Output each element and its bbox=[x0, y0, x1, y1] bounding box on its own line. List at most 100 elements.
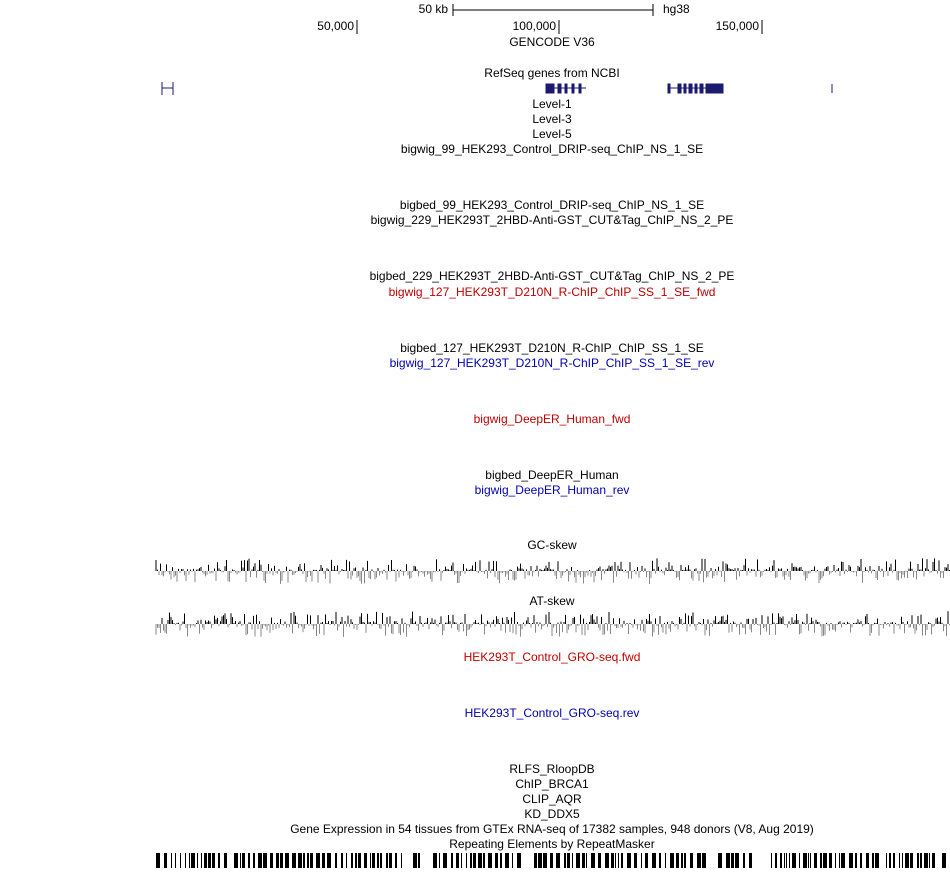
track-label: HEK293T_Control_GRO-seq.fwd bbox=[464, 650, 641, 664]
repeat-element bbox=[224, 853, 227, 868]
repeat-element bbox=[258, 853, 262, 868]
track-label: AT-skew bbox=[529, 594, 574, 608]
repeat-element bbox=[240, 853, 241, 868]
repeat-element bbox=[814, 853, 817, 868]
repeat-element bbox=[538, 853, 542, 868]
track-label: bigwig_229_HEK293T_2HBD-Anti-GST_CUT&Tag… bbox=[371, 213, 734, 227]
repeat-element bbox=[681, 853, 683, 868]
repeat-element bbox=[820, 853, 822, 868]
repeat-element bbox=[191, 853, 195, 868]
repeat-element bbox=[364, 853, 367, 868]
repeat-element bbox=[829, 853, 832, 868]
repeat-element bbox=[627, 853, 631, 868]
repeat-element bbox=[618, 853, 619, 868]
repeat-element bbox=[652, 853, 656, 868]
repeat-element bbox=[690, 853, 693, 868]
repeat-element bbox=[808, 853, 809, 868]
repeat-element bbox=[771, 853, 772, 868]
repeat-element bbox=[500, 853, 502, 868]
repeat-element bbox=[253, 853, 255, 868]
repeat-element bbox=[659, 853, 661, 868]
repeat-element bbox=[564, 853, 566, 868]
repeat-element bbox=[443, 853, 447, 868]
repeat-element bbox=[395, 853, 397, 868]
repeat-element bbox=[855, 853, 857, 868]
repeat-element bbox=[924, 853, 928, 868]
repeat-element bbox=[389, 853, 392, 868]
ruler-position: 150,000 bbox=[716, 19, 760, 33]
repeat-element bbox=[942, 853, 946, 868]
track-label: RefSeq genes from NCBI bbox=[484, 66, 619, 80]
repeat-element bbox=[201, 853, 202, 868]
repeat-element bbox=[534, 853, 537, 868]
repeat-element bbox=[263, 853, 267, 868]
track-label: Gene Expression in 54 tissues from GTEx … bbox=[290, 822, 814, 836]
repeat-element bbox=[823, 853, 827, 868]
repeat-element bbox=[899, 853, 900, 868]
repeat-element bbox=[285, 853, 289, 868]
repeat-element bbox=[276, 853, 279, 868]
repeat-element bbox=[799, 853, 800, 868]
repeat-element bbox=[875, 853, 879, 868]
repeat-element bbox=[189, 853, 190, 868]
repeat-element bbox=[839, 853, 840, 868]
repeat-element bbox=[242, 853, 245, 868]
repeat-element bbox=[780, 853, 782, 868]
track-label: bigbed_DeepER_Human bbox=[485, 468, 618, 482]
repeat-element bbox=[248, 853, 250, 868]
repeat-element bbox=[731, 853, 734, 868]
repeat-element bbox=[803, 853, 807, 868]
repeat-element bbox=[743, 853, 745, 868]
repeat-element bbox=[786, 853, 787, 868]
repeat-element bbox=[775, 853, 777, 868]
repeat-element bbox=[591, 853, 595, 868]
repeat-element bbox=[789, 853, 790, 868]
repeat-element bbox=[572, 853, 573, 868]
assembly: hg38 bbox=[663, 2, 690, 16]
ruler-position: 50,000 bbox=[317, 19, 354, 33]
repeat-element bbox=[517, 853, 521, 868]
repeat-element bbox=[156, 853, 160, 868]
repeat-element bbox=[483, 853, 485, 868]
repeat-element bbox=[401, 853, 402, 868]
track-label: bigwig_DeepER_Human_rev bbox=[475, 483, 630, 497]
repeat-element bbox=[413, 853, 417, 868]
track-label: ChIP_BRCA1 bbox=[515, 777, 589, 791]
track-label: Level-1 bbox=[532, 97, 572, 111]
repeat-element bbox=[341, 853, 343, 868]
repeat-element bbox=[670, 853, 674, 868]
repeat-element bbox=[418, 853, 420, 868]
repeat-element bbox=[634, 853, 637, 868]
repeat-element bbox=[358, 853, 361, 868]
repeat-element bbox=[473, 853, 476, 868]
repeat-element bbox=[866, 853, 869, 868]
exon bbox=[578, 83, 582, 94]
repeat-element bbox=[433, 853, 437, 868]
repeat-element bbox=[889, 853, 891, 868]
repeat-element bbox=[697, 853, 701, 868]
repeat-element bbox=[641, 853, 642, 868]
track-label: KD_DDX5 bbox=[524, 807, 580, 821]
track-label: HEK293T_Control_GRO-seq.rev bbox=[465, 706, 640, 720]
repeat-element bbox=[849, 853, 853, 868]
repeat-element bbox=[456, 853, 459, 868]
repeat-element bbox=[386, 853, 388, 868]
repeat-element bbox=[355, 853, 357, 868]
repeat-element bbox=[351, 853, 353, 868]
repeat-element bbox=[684, 853, 686, 868]
track-label: RLFS_RloopDB bbox=[509, 762, 594, 776]
repeat-element bbox=[488, 853, 492, 868]
repeat-element bbox=[370, 853, 371, 868]
track-label: bigbed_99_HEK293_Control_DRIP-seq_ChIP_N… bbox=[400, 198, 704, 212]
track-label: Level-3 bbox=[532, 112, 572, 126]
track-label: bigwig_127_HEK293T_D210N_R-ChIP_ChIP_SS_… bbox=[390, 356, 715, 370]
repeat-element bbox=[439, 853, 440, 868]
repeat-element bbox=[810, 853, 811, 868]
track-label: GC-skew bbox=[527, 538, 577, 552]
repeat-element bbox=[270, 853, 273, 868]
repeat-element bbox=[598, 853, 601, 868]
exon bbox=[705, 83, 724, 94]
repeat-element bbox=[185, 853, 186, 868]
repeat-element bbox=[380, 853, 382, 868]
